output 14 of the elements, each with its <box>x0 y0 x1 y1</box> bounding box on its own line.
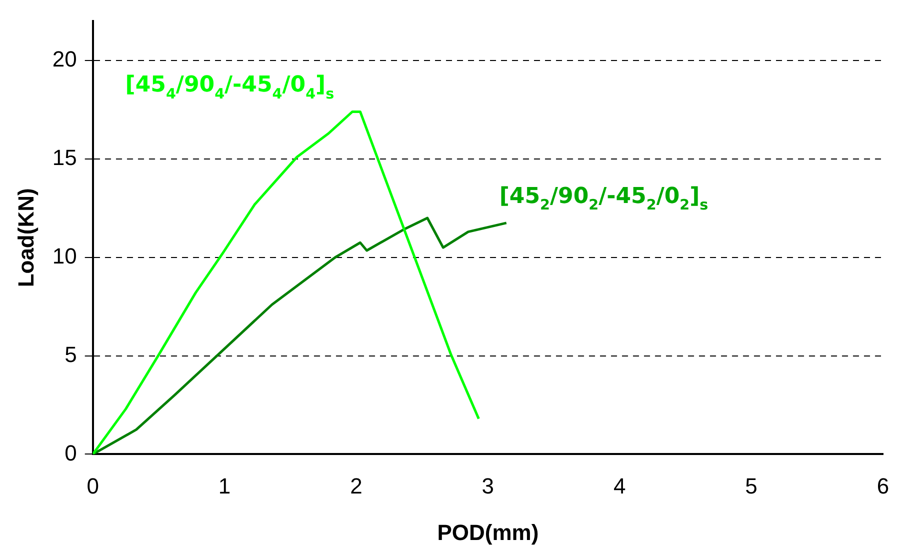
x-tick-label: 2 <box>350 473 362 498</box>
x-tick-label: 3 <box>482 473 494 498</box>
y-axis-title: Load(KN) <box>13 188 38 288</box>
x-tick-label: 6 <box>876 473 890 498</box>
x-tick-label: 4 <box>614 473 626 498</box>
x-tick-label: 5 <box>745 473 758 498</box>
y-tick-label: 20 <box>52 46 77 72</box>
x-tick-label: 1 <box>218 473 231 498</box>
y-tick-label: 0 <box>64 440 77 466</box>
x-axis-title: POD(mm) <box>437 520 539 545</box>
y-tick-label: 10 <box>52 243 77 268</box>
x-tick-label: 0 <box>86 473 99 498</box>
y-tick-label: 15 <box>52 145 77 170</box>
y-tick-label: 5 <box>64 342 77 367</box>
